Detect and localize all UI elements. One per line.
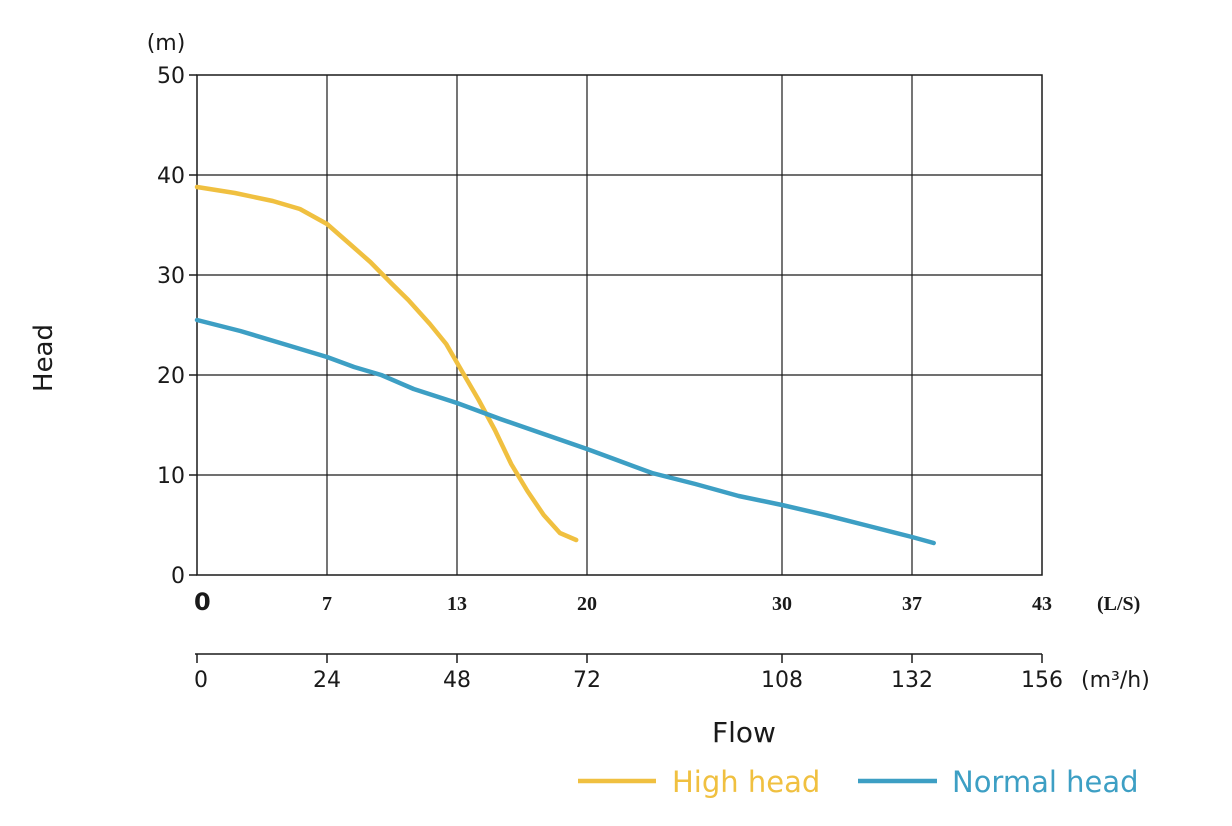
x-tick-label-ls: 43 — [1032, 593, 1052, 615]
legend-label: High head — [672, 765, 820, 799]
x-tick-labels-ls: 0 7 13 20 30 37 43 — [194, 588, 1052, 616]
x-tick-label-ls: 13 — [447, 593, 467, 615]
y-tick-label: 30 — [157, 264, 185, 289]
x-tick-label-ls: 37 — [902, 593, 922, 615]
gridlines — [197, 75, 1042, 575]
x-tick-labels-m3h: 0 24 48 72 108 132 156 — [194, 668, 1063, 693]
x-tick-label-m3h: 156 — [1021, 668, 1063, 693]
x-tick-label-m3h: 132 — [891, 668, 933, 693]
y-tick-labels: 0 10 20 30 40 50 — [157, 64, 197, 589]
series-lines — [194, 184, 936, 546]
x-axis-unit-m3h: (m³/h) — [1081, 668, 1150, 693]
y-tick-label: 20 — [157, 364, 185, 389]
legend: High head Normal head — [578, 765, 1139, 799]
y-tick-label: 10 — [157, 464, 185, 489]
x-tick-label-m3h: 72 — [573, 668, 601, 693]
plot-frame — [196, 74, 1043, 576]
series-line-normal-head — [194, 317, 936, 546]
x-tick-label-m3h: 48 — [443, 668, 471, 693]
x-tick-label-ls: 30 — [772, 593, 792, 615]
series-line-high-head — [194, 184, 579, 543]
x-axis-unit-ls: (L/S) — [1097, 593, 1140, 615]
y-axis-title: Head — [29, 324, 59, 392]
x-axis-title: Flow — [712, 716, 776, 749]
x-tick-label-ls: 20 — [577, 593, 597, 615]
legend-label: Normal head — [952, 765, 1139, 799]
y-tick-label: 40 — [157, 164, 185, 189]
x-tick-label-ls: 0 — [194, 588, 211, 616]
x-tick-label-m3h: 24 — [313, 668, 341, 693]
y-tick-label: 0 — [171, 564, 185, 589]
x-tick-label-m3h: 0 — [194, 668, 208, 693]
x-tick-label-ls: 7 — [322, 593, 332, 615]
y-tick-label: 50 — [157, 64, 185, 89]
y-axis-unit: (m) — [147, 31, 186, 56]
x-tick-label-m3h: 108 — [761, 668, 803, 693]
secondary-x-axis — [195, 653, 1043, 663]
